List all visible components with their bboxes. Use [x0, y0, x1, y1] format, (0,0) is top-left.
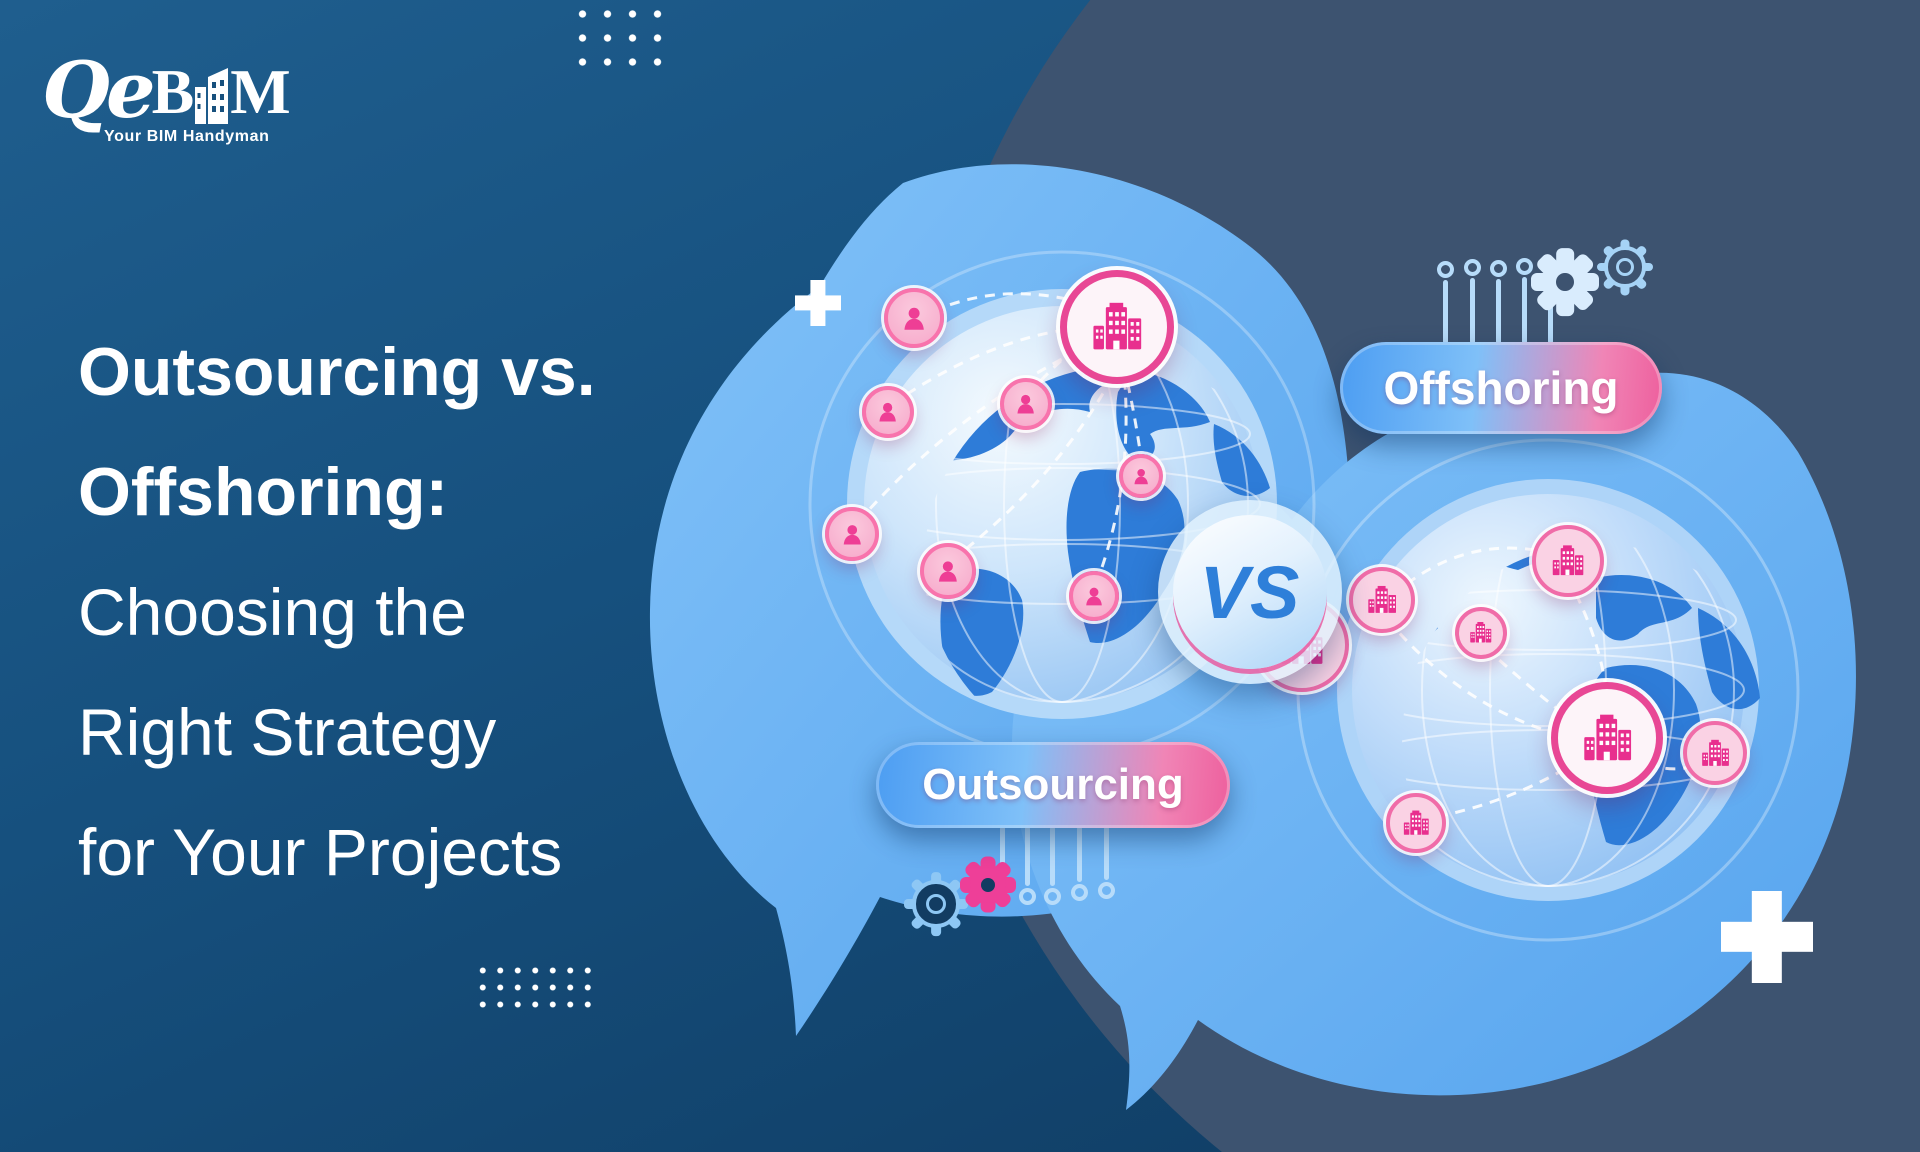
- globe-offshoring: [1268, 410, 1828, 970]
- connector-line: [1044, 826, 1061, 905]
- person-icon: [1012, 390, 1039, 417]
- building-badge: [1532, 525, 1604, 597]
- connector-line: [1490, 260, 1507, 344]
- building-icon: [1467, 619, 1494, 646]
- outsourcing-label: Outsourcing: [922, 760, 1184, 809]
- plus-icon-small: [795, 280, 841, 326]
- building-icon: [1577, 708, 1638, 769]
- person-icon: [1081, 583, 1107, 609]
- gear-pink-icon: [960, 857, 1016, 914]
- connector-line: [1071, 826, 1088, 901]
- page-title: Outsourcing vs. Offshoring: Choosing the…: [78, 312, 596, 912]
- connector-line: [1516, 258, 1533, 344]
- title-line: Offshoring:: [78, 454, 449, 530]
- person-icon: [838, 520, 867, 549]
- person-badge: [884, 288, 944, 348]
- building-badge: [1683, 721, 1747, 785]
- offshoring-pill: Offshoring: [1340, 342, 1662, 434]
- gear-outline-icon: [904, 872, 968, 937]
- logo-script-letters: Qe: [42, 45, 156, 136]
- vs-inner-circle: VS: [1173, 515, 1327, 669]
- brand-logo: Qe B M Your BIM Handyman: [42, 46, 291, 146]
- vs-label: VS: [1199, 550, 1301, 634]
- person-badge: [1119, 454, 1163, 498]
- connector-line: [1019, 826, 1036, 905]
- dots-grid-bottom: [474, 962, 597, 1013]
- person-badge: [920, 543, 976, 599]
- gear-outline-icon: [1597, 239, 1653, 296]
- vs-badge: VS: [1158, 500, 1342, 684]
- building-icon: [1364, 582, 1400, 618]
- plus-icon-large: [1721, 891, 1813, 983]
- building-badge: [1349, 567, 1415, 633]
- gear-solid-icon: [1531, 248, 1599, 317]
- person-badge: [1069, 571, 1119, 621]
- building-badge: [1386, 793, 1446, 853]
- building-icon: [1400, 807, 1432, 839]
- title-line: Right Strategy: [78, 695, 497, 769]
- connector-line: [1464, 259, 1481, 344]
- offshoring-label: Offshoring: [1383, 362, 1619, 414]
- title-line: for Your Projects: [78, 815, 563, 889]
- connector-line: [1437, 261, 1454, 344]
- person-icon: [933, 556, 963, 586]
- building-icon: [1698, 736, 1733, 771]
- title-line: Outsourcing vs.: [78, 334, 596, 410]
- title-line: Choosing the: [78, 575, 467, 649]
- building-badge: [1060, 270, 1174, 384]
- dots-grid-top: [570, 2, 670, 72]
- building-icon: [1548, 541, 1588, 581]
- building-badge: [1551, 682, 1663, 794]
- building-icon: [195, 68, 229, 124]
- person-icon: [874, 398, 901, 425]
- logo-letter-b: B: [151, 56, 195, 127]
- building-icon: [1086, 296, 1148, 358]
- outsourcing-pill: Outsourcing: [876, 742, 1230, 828]
- person-badge: [825, 507, 879, 561]
- connector-line: [1098, 826, 1115, 899]
- building-badge: [1455, 607, 1507, 659]
- brand-tagline: Your BIM Handyman: [104, 128, 270, 145]
- person-icon: [898, 302, 930, 334]
- world-map-right: [1296, 438, 1800, 942]
- person-badge: [1000, 378, 1052, 430]
- logo-letter-m: M: [230, 56, 291, 127]
- person-badge: [862, 386, 914, 438]
- person-icon: [1130, 465, 1152, 487]
